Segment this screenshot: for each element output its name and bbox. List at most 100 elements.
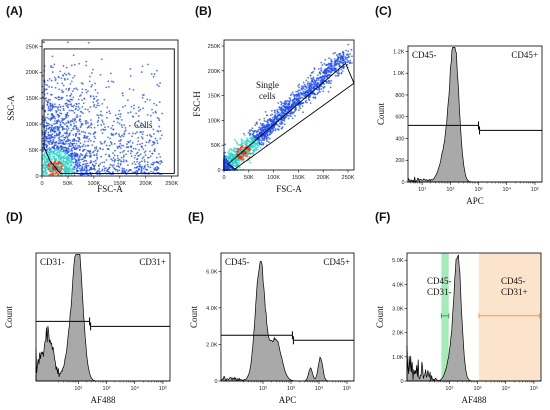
event-point (45, 116, 47, 119)
event-point (83, 167, 86, 170)
event-point (54, 173, 57, 175)
event-point (54, 134, 56, 137)
event-point (53, 103, 56, 106)
event-point (159, 137, 162, 140)
event-point (316, 77, 319, 80)
event-point (158, 119, 161, 122)
event-point (79, 115, 82, 117)
event-point (227, 166, 230, 169)
event-point (318, 89, 321, 92)
event-point (50, 116, 53, 119)
event-point (59, 98, 61, 101)
event-point (64, 154, 67, 156)
event-point (100, 58, 103, 61)
event-point (96, 170, 99, 172)
event-point (330, 59, 333, 62)
event-point (283, 123, 286, 126)
event-point (151, 144, 154, 147)
event-point (251, 127, 254, 130)
x-tick-label: 10⁴ (501, 385, 510, 392)
event-point (235, 153, 238, 155)
event-point (258, 118, 261, 121)
event-point (99, 163, 102, 165)
x-axis-title: AF488 (90, 395, 116, 405)
event-point (294, 103, 297, 106)
event-point (67, 89, 70, 92)
event-point (265, 114, 268, 117)
event-point (293, 102, 296, 105)
event-point (46, 101, 49, 104)
event-point (85, 64, 88, 67)
event-point (263, 119, 266, 122)
event-point (227, 160, 229, 163)
event-point (281, 111, 284, 114)
event-point (154, 110, 157, 113)
event-point (42, 123, 45, 126)
y-tick-label: 100K (208, 118, 221, 124)
event-point (107, 125, 110, 128)
event-point (265, 120, 267, 123)
event-point (101, 168, 104, 171)
event-point (45, 100, 48, 102)
event-point (73, 111, 76, 114)
event-point (248, 147, 251, 150)
x-tick-label: 0 (222, 175, 225, 181)
event-point (65, 131, 68, 133)
event-point (312, 76, 315, 79)
event-point (78, 163, 81, 166)
event-point (312, 81, 315, 84)
event-point (97, 98, 99, 101)
event-point (53, 152, 56, 155)
x-tick-label: 150K (113, 181, 126, 187)
event-point (97, 114, 100, 117)
event-point (79, 161, 81, 164)
event-point (294, 94, 297, 97)
event-point (341, 57, 344, 59)
event-point (283, 103, 286, 106)
x-tick-label: 10⁵ (530, 385, 538, 392)
event-point (309, 102, 312, 104)
event-point (307, 76, 310, 79)
event-point (76, 155, 79, 157)
event-point (45, 148, 48, 151)
event-point (129, 152, 132, 155)
event-point (96, 156, 99, 159)
event-point (159, 162, 162, 165)
event-point (283, 105, 286, 108)
event-point (126, 146, 129, 149)
event-point (103, 141, 106, 144)
event-point (243, 140, 246, 143)
event-point (101, 121, 104, 123)
event-point (240, 138, 243, 140)
event-point (154, 167, 157, 169)
event-point (323, 77, 326, 80)
event-point (149, 114, 152, 117)
event-point (81, 168, 84, 171)
event-point (67, 121, 70, 124)
event-point (97, 119, 100, 122)
event-point (89, 168, 92, 170)
event-point (254, 146, 257, 148)
event-point (244, 143, 247, 146)
event-point (89, 95, 92, 98)
event-point (129, 68, 132, 70)
event-point (283, 112, 285, 115)
event-point (47, 124, 49, 127)
event-point (147, 165, 150, 168)
event-point (56, 125, 59, 128)
x-tick-label: 10³ (474, 386, 482, 392)
event-point (125, 160, 128, 163)
event-point (121, 106, 124, 108)
event-point (58, 129, 61, 132)
event-point (327, 90, 330, 93)
event-point (65, 135, 68, 138)
event-point (161, 112, 164, 115)
event-point (121, 92, 124, 95)
event-point (52, 66, 54, 69)
event-point (55, 157, 58, 160)
event-point (70, 98, 73, 101)
event-point (64, 136, 67, 139)
event-point (330, 79, 333, 82)
event-point (58, 138, 61, 141)
event-point (45, 125, 47, 128)
